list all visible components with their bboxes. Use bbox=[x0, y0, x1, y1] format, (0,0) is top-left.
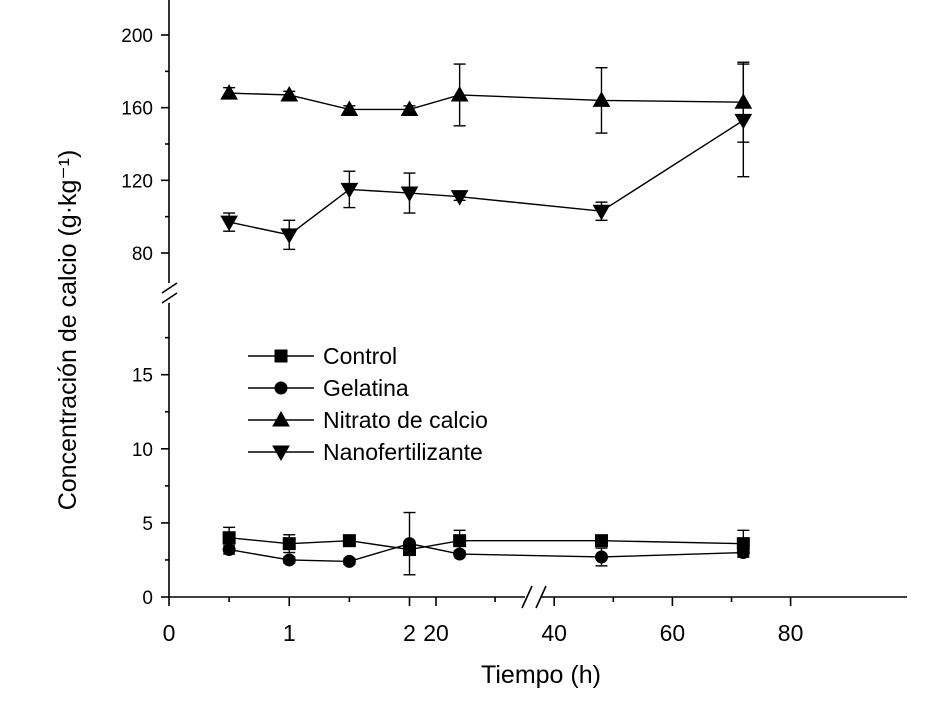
axes bbox=[161, 0, 907, 609]
data-point bbox=[220, 215, 238, 232]
legend: Control Gelatina Nitrato de calcio Nanofert… bbox=[248, 343, 488, 465]
x-axis-title: Tiempo (h) bbox=[481, 661, 601, 689]
legend-item: Control bbox=[248, 343, 397, 369]
legend-item: Nanofertilizante bbox=[248, 439, 483, 465]
x-axis-break-mark bbox=[535, 585, 547, 609]
legend-label: Nitrato de calcio bbox=[323, 407, 488, 433]
series-line bbox=[229, 537, 744, 551]
x-tick-label: 1 bbox=[283, 620, 296, 646]
data-point bbox=[282, 553, 296, 567]
x-tick-label: 2 bbox=[403, 620, 416, 646]
legend-label: Nanofertilizante bbox=[323, 439, 483, 465]
data-point bbox=[342, 534, 356, 548]
data-point bbox=[274, 349, 288, 363]
data-point bbox=[222, 543, 236, 557]
series-line bbox=[229, 542, 744, 563]
y-tick-label: 200 bbox=[121, 26, 153, 47]
data-point bbox=[272, 410, 290, 427]
data-point bbox=[342, 554, 356, 568]
y-tick-label: 80 bbox=[132, 244, 153, 265]
data-point bbox=[592, 204, 611, 221]
series-line bbox=[229, 92, 744, 111]
data-point bbox=[280, 228, 299, 244]
y-tick-label: 160 bbox=[121, 99, 153, 120]
x-tick-label: 80 bbox=[778, 620, 804, 646]
y-axis-break-mark bbox=[161, 292, 178, 304]
y-tick-label: 15 bbox=[132, 366, 153, 387]
data-point bbox=[340, 182, 359, 199]
series-control bbox=[222, 526, 750, 558]
y-tick-label: 5 bbox=[142, 514, 153, 535]
x-tick-label: 40 bbox=[541, 620, 567, 646]
data-point bbox=[592, 91, 611, 107]
x-tick-label: 0 bbox=[163, 620, 176, 646]
data-point bbox=[403, 537, 416, 551]
data-point bbox=[400, 186, 419, 203]
series-marks bbox=[220, 61, 753, 576]
data-point bbox=[272, 445, 290, 462]
x-axis-break-mark bbox=[521, 585, 533, 609]
data-point bbox=[734, 113, 753, 130]
y-tick-label: 10 bbox=[132, 440, 153, 461]
x-tick-label: 20 bbox=[423, 620, 449, 646]
data-point bbox=[222, 531, 236, 545]
tick-labels: 80 120 160 200 0 5 10 15 0 1 2 20 40 60 80 bbox=[121, 26, 803, 646]
data-point bbox=[220, 84, 238, 100]
data-point bbox=[282, 537, 296, 551]
legend-item: Gelatina bbox=[248, 375, 409, 401]
data-point bbox=[400, 100, 419, 116]
data-point bbox=[453, 534, 467, 548]
series-gelatina bbox=[222, 511, 750, 576]
data-point bbox=[340, 100, 359, 116]
series-nitrato-de-calcio bbox=[220, 61, 753, 143]
data-point bbox=[594, 550, 608, 564]
data-point bbox=[274, 381, 288, 395]
legend-label: Control bbox=[323, 343, 397, 369]
x-tick-label: 60 bbox=[660, 620, 686, 646]
data-point bbox=[453, 547, 467, 561]
y-tick-label: 120 bbox=[121, 171, 153, 192]
series-line bbox=[228, 119, 744, 236]
data-point bbox=[450, 85, 469, 102]
series-nanofertilizante bbox=[220, 63, 753, 251]
data-point bbox=[736, 546, 750, 560]
legend-label: Gelatina bbox=[323, 375, 409, 401]
y-axis-break-mark bbox=[161, 282, 178, 294]
legend-item: Nitrato de calcio bbox=[248, 407, 488, 433]
data-point bbox=[450, 190, 469, 206]
data-point bbox=[280, 85, 299, 102]
data-point bbox=[594, 534, 608, 548]
y-axis-title: Concentración de calcio (g·kg⁻¹) bbox=[54, 150, 82, 511]
y-tick-label: 0 bbox=[142, 588, 153, 609]
